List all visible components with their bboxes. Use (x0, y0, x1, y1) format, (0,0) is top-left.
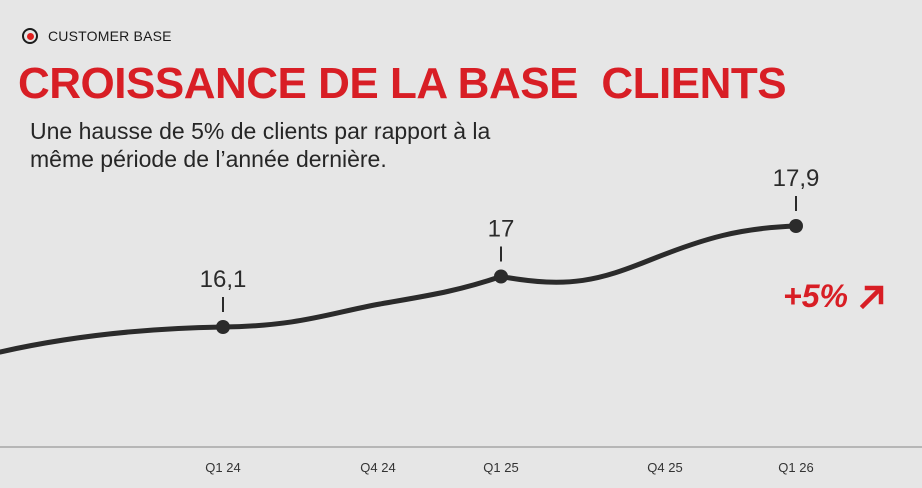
series-line (0, 223, 799, 355)
target-icon (22, 28, 38, 44)
data-point (789, 219, 803, 233)
x-tick-label: Q1 24 (205, 460, 240, 475)
data-point (494, 269, 508, 284)
arrow-up-right-icon (859, 285, 884, 309)
page-title: CROISSANCE DE LA BASE CLIENTS (18, 59, 787, 108)
x-tick-label: Q1 25 (483, 460, 518, 475)
data-label: 17,9 (773, 165, 820, 192)
x-tick-label: Q4 25 (647, 460, 682, 475)
growth-badge-label: +5% (783, 278, 848, 314)
section-tag: CUSTOMER BASE (22, 28, 172, 44)
data-point (216, 320, 230, 334)
section-tag-label: CUSTOMER BASE (48, 28, 172, 44)
x-tick-label: Q4 24 (360, 460, 395, 475)
growth-badge: +5% (783, 278, 886, 315)
page-subtitle: Une hausse de 5% de clients par rapport … (30, 118, 491, 172)
data-label: 17 (488, 216, 515, 243)
x-tick-label: Q1 26 (778, 460, 813, 475)
data-label: 16,1 (200, 266, 247, 293)
